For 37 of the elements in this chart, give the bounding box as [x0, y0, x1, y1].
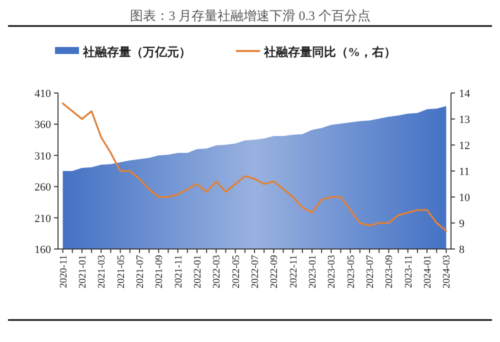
legend-label: 社融存量（万亿元）	[82, 45, 191, 59]
x-tick-label: 2022-01	[192, 255, 204, 288]
x-tick-label: 2024-03	[442, 255, 453, 288]
x-tick-label: 2020-11	[58, 255, 70, 288]
x-tick-label: 2022-07	[250, 255, 261, 288]
y-tick-label: 410	[34, 88, 52, 100]
x-tick-label: 2022-11	[288, 255, 300, 288]
x-tick-label: 2021-09	[154, 255, 166, 288]
x-tick-label: 2022-05	[230, 255, 242, 288]
x-tick-label: 2021-03	[96, 255, 108, 288]
y-tick-label: 360	[34, 119, 52, 132]
x-tick-label: 2021-05	[116, 255, 127, 288]
y-tick-label: 260	[34, 182, 52, 194]
x-tick-label: 2022-03	[212, 255, 223, 288]
y-tick-label: 210	[34, 212, 52, 225]
y2-tick-label: 9	[459, 218, 465, 230]
x-tick-label: 2022-09	[269, 255, 280, 288]
y2-tick-label: 10	[459, 192, 470, 204]
x-tick-label: 2023-07	[365, 255, 376, 288]
x-tick-label: 2023-01	[308, 255, 319, 288]
x-tick-label: 2024-01	[422, 255, 434, 288]
y-tick-label: 310	[34, 150, 52, 162]
y2-tick-label: 13	[459, 114, 470, 126]
legend-label: 社融存量同比（%，右）	[263, 45, 396, 59]
y2-tick-label: 8	[459, 244, 465, 256]
chart-title: 图表：3 月存量社融增速下滑 0.3 个百分点	[130, 8, 370, 23]
y2-tick-label: 11	[459, 166, 470, 178]
x-tick-label: 2021-01	[77, 255, 88, 288]
y-tick-label: 160	[34, 244, 52, 256]
x-tick-label: 2023-05	[346, 255, 357, 288]
x-tick-label: 2023-11	[403, 255, 414, 288]
y2-tick-label: 12	[459, 140, 470, 152]
x-tick-label: 2021-07	[134, 255, 146, 288]
y2-tick-label: 14	[459, 88, 470, 100]
x-tick-label: 2023-03	[326, 255, 338, 288]
x-tick-label: 2023-09	[384, 255, 396, 288]
x-tick-label: 2021-11	[173, 255, 184, 288]
